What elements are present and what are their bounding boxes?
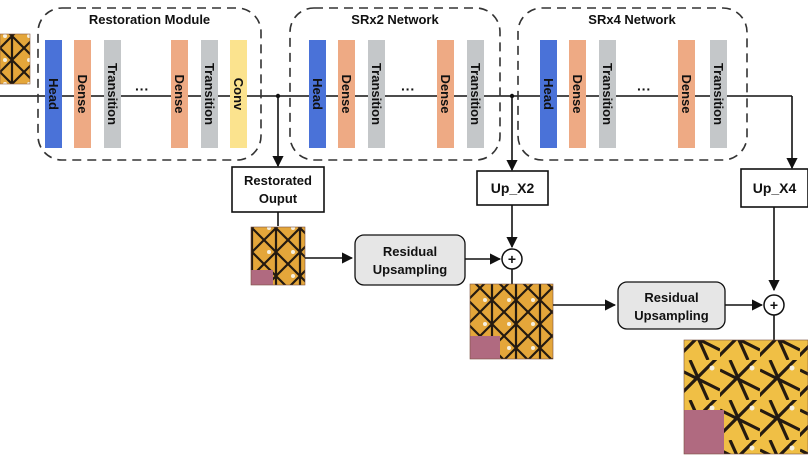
dense-label: Dense	[75, 74, 90, 113]
head-block: Head	[540, 40, 557, 148]
residual-upsampling-1-label-line1: Residual	[383, 244, 437, 259]
dense-block: Dense	[338, 40, 355, 148]
transition-block: Transition	[599, 40, 616, 148]
dense-block: Dense	[171, 40, 188, 148]
junction-dot	[509, 93, 515, 99]
dense-label: Dense	[339, 74, 354, 113]
dense-label: Dense	[438, 74, 453, 113]
ellipsis: ···	[637, 81, 651, 97]
add-node-1: +	[501, 248, 523, 270]
input-image	[0, 33, 31, 85]
transition-block: Transition	[201, 40, 218, 148]
dense-block: Dense	[678, 40, 695, 148]
srx4-network: SRx4 Network Head Dense Transition ··· D…	[517, 7, 748, 161]
srx2-network: SRx2 Network Head Dense Transition ··· D…	[289, 7, 501, 161]
plus-icon: +	[770, 297, 778, 313]
restoration-module-title: Restoration Module	[89, 12, 210, 27]
residual-upsampling-1-label-line2: Upsampling	[373, 262, 447, 277]
transition-label: Transition	[600, 63, 615, 125]
junction-dot	[275, 93, 281, 99]
residual-upsampling-box-2: Residual Upsampling	[617, 281, 726, 330]
up-x4-box: Up_X4	[740, 168, 808, 208]
up-x2-label: Up_X2	[491, 180, 535, 196]
head-label: Head	[310, 78, 325, 110]
transition-block: Transition	[104, 40, 121, 148]
residual-upsampling-box-1: Residual Upsampling	[354, 234, 466, 286]
plus-icon: +	[508, 251, 516, 267]
head-block: Head	[309, 40, 326, 148]
transition-label: Transition	[105, 63, 120, 125]
residual-upsampling-2-label-line1: Residual	[644, 290, 698, 305]
dense-block: Dense	[437, 40, 454, 148]
dense-block: Dense	[569, 40, 586, 148]
add-node-2: +	[763, 294, 785, 316]
ellipsis: ···	[401, 81, 415, 97]
restorated-output-label-line2: Ouput	[259, 191, 298, 206]
ellipsis: ···	[135, 81, 149, 97]
transition-block: Transition	[710, 40, 727, 148]
srx2-network-title: SRx2 Network	[351, 12, 439, 27]
dense-block: Dense	[74, 40, 91, 148]
dense-label: Dense	[570, 74, 585, 113]
transition-block: Transition	[467, 40, 484, 148]
conv-label: Conv	[231, 78, 246, 111]
restoration-module-border	[37, 7, 262, 161]
up-x2-box: Up_X2	[476, 170, 549, 206]
dense-label: Dense	[679, 74, 694, 113]
restorated-output-box: Restorated Ouput	[231, 166, 325, 213]
transition-label: Transition	[202, 63, 217, 125]
transition-block: Transition	[368, 40, 385, 148]
restoration-module: Restoration Module Head Dense Transition…	[37, 7, 262, 161]
up-x4-label: Up_X4	[753, 180, 797, 196]
transition-label: Transition	[711, 63, 726, 125]
conv-block: Conv	[230, 40, 247, 148]
head-label: Head	[541, 78, 556, 110]
srx2-output-image	[469, 283, 554, 360]
residual-upsampling-2-label-line2: Upsampling	[634, 308, 708, 323]
dense-label: Dense	[172, 74, 187, 113]
srx4-network-border	[517, 7, 748, 161]
head-block: Head	[45, 40, 62, 148]
srx4-output-image	[683, 339, 808, 455]
srx2-network-border	[289, 7, 501, 161]
head-label: Head	[46, 78, 61, 110]
transition-label: Transition	[369, 63, 384, 125]
restorated-output-label-line1: Restorated	[244, 173, 312, 188]
restored-image	[250, 226, 306, 286]
transition-label: Transition	[468, 63, 483, 125]
srx4-network-title: SRx4 Network	[588, 12, 676, 27]
